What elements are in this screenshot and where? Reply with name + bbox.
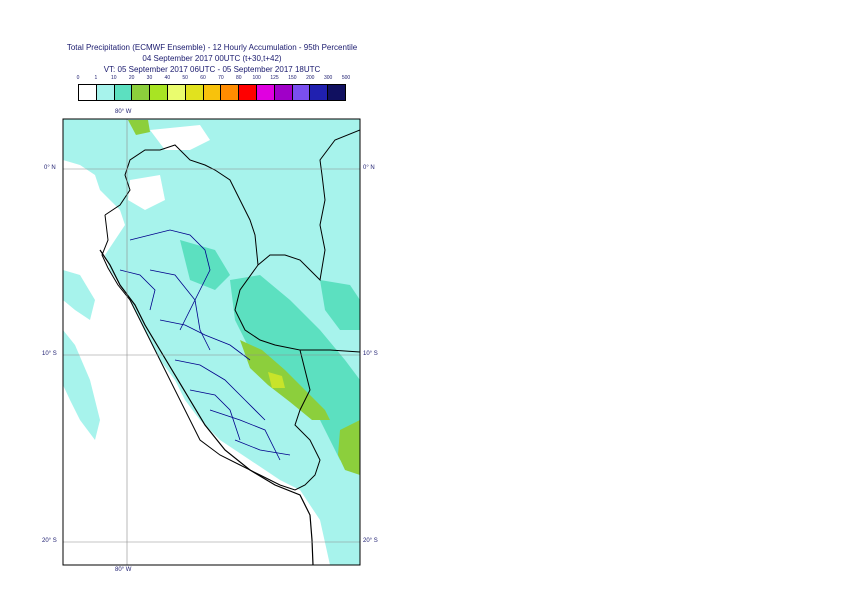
country-border — [101, 129, 360, 491]
map-title: Total Precipitation (ECMWF Ensemble) - 1… — [66, 43, 358, 52]
legend-swatch — [221, 85, 240, 100]
clear-area — [150, 125, 210, 150]
legend-swatch — [185, 85, 204, 100]
lon-label-top: 80° W — [115, 109, 132, 115]
lat-label-0-right: 0° N — [363, 165, 375, 171]
ocean-light-precip-2 — [63, 270, 95, 320]
coastline — [99, 249, 314, 565]
mid-precip-east — [320, 280, 360, 330]
legend-tick-label: 10 — [110, 75, 117, 81]
legend-swatch — [150, 85, 168, 100]
legend-tick-label: 500 — [341, 75, 351, 81]
heavy-precip-area — [240, 340, 330, 420]
admin-boundaries — [119, 229, 291, 461]
lat-label-10-left: 10° S — [42, 351, 57, 357]
legend-swatch — [239, 85, 257, 100]
lat-label-20-right: 20° S — [363, 538, 378, 544]
graticule — [63, 119, 360, 565]
clear-area-2 — [128, 175, 165, 210]
legend-tick-label: 50 — [182, 75, 188, 81]
color-legend — [78, 84, 346, 101]
legend-tick-label: 80 — [236, 75, 242, 81]
legend-tick-label: 125 — [270, 75, 279, 81]
lat-label-0-left: 0° N — [44, 165, 56, 171]
legend-swatch — [292, 85, 311, 100]
heavy-precip-se — [338, 420, 360, 475]
legend-tick-label: 1 — [94, 75, 98, 81]
legend-tick-label: 20 — [128, 75, 135, 81]
legend-tick-label: 70 — [218, 75, 224, 81]
legend-ticks: 0 1 10 20 30 40 50 60 70 80 100 125 150 200 300 500 — [76, 75, 351, 83]
base-time: 04 September 2017 00UTC (t+30,t+42) — [142, 54, 282, 63]
yellow-precip-spot — [268, 372, 285, 388]
legend-tick-label: 100 — [252, 75, 261, 81]
legend-swatch — [114, 85, 133, 100]
legend-swatch — [328, 85, 345, 100]
lon-label-bottom: 80° W — [115, 567, 132, 573]
lat-label-10-right: 10° S — [363, 351, 378, 357]
yellow-precip-north — [128, 120, 150, 135]
mid-precip-area-2 — [180, 240, 230, 290]
legend-tick-label: 200 — [306, 75, 315, 81]
ocean-light-precip — [63, 330, 100, 440]
mid-precip-area — [230, 275, 360, 470]
legend-swatch — [96, 85, 115, 100]
legend-swatch — [274, 85, 293, 100]
legend-tick-label: 40 — [164, 75, 171, 81]
legend-tick-label: 0 — [76, 75, 80, 81]
legend-tick-label: 300 — [323, 75, 333, 81]
legend-swatch — [203, 85, 222, 100]
valid-time: VT: 05 September 2017 06UTC - 05 Septemb… — [103, 65, 321, 74]
map-frame — [62, 118, 361, 566]
light-precip-area — [63, 119, 360, 565]
legend-swatch — [167, 85, 186, 100]
legend-swatch — [310, 85, 329, 100]
lat-label-20-left: 20° S — [42, 538, 57, 544]
legend-swatch — [132, 85, 151, 100]
legend-tick-label: 150 — [288, 75, 297, 81]
legend-tick-label: 30 — [146, 75, 153, 81]
legend-swatch — [256, 85, 275, 100]
legend-swatch — [79, 85, 97, 100]
legend-tick-label: 60 — [200, 75, 206, 81]
